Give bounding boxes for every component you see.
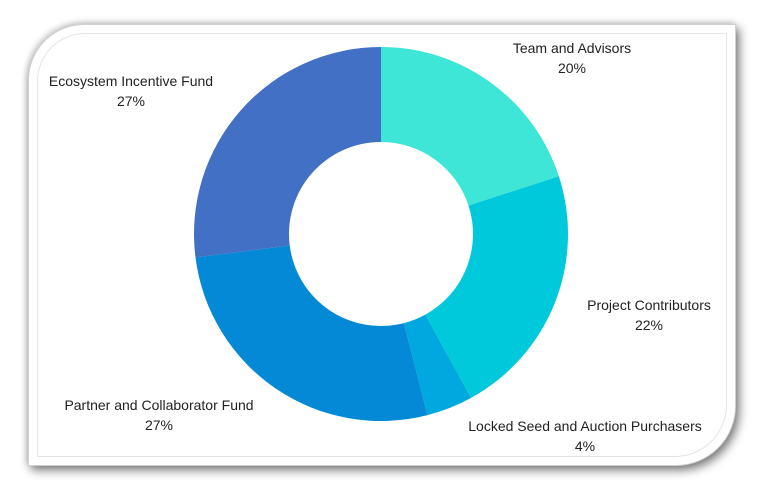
pct-project-contributors: 22% <box>635 317 663 333</box>
slice-locked-seed-and-auction-purchasers <box>403 314 472 416</box>
label-partner-fund: Partner and Collaborator Fund <box>64 397 253 413</box>
donut-slices <box>194 47 568 422</box>
pct-partner-fund: 27% <box>145 417 173 433</box>
label-locked-seed: Locked Seed and Auction Purchasers <box>468 418 702 434</box>
label-team-and-advisors: Team and Advisors <box>513 40 631 56</box>
slice-team-and-advisors <box>381 47 559 206</box>
chart-card-inner-border <box>37 33 727 457</box>
slice-partner-and-collaborator-fund <box>195 245 428 422</box>
pct-ecosystem-fund: 27% <box>117 93 145 109</box>
label-ecosystem-fund: Ecosystem Incentive Fund <box>49 73 213 89</box>
label-project-contributors: Project Contributors <box>587 297 711 313</box>
slice-project-contributors <box>425 176 568 398</box>
slice-ecosystem-incentive-fund <box>194 47 381 258</box>
pct-locked-seed: 4% <box>575 438 595 454</box>
pct-team-and-advisors: 20% <box>558 60 586 76</box>
